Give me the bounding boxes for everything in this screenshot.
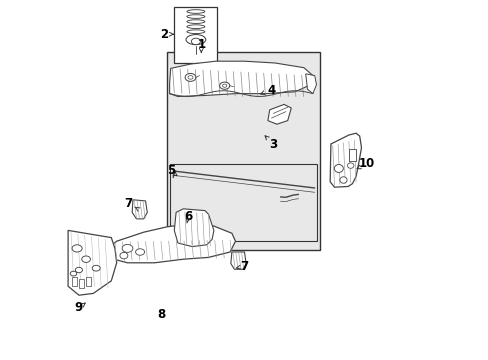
Text: 6: 6 bbox=[184, 210, 192, 222]
Polygon shape bbox=[174, 209, 213, 247]
Polygon shape bbox=[68, 230, 117, 295]
Text: 10: 10 bbox=[358, 157, 374, 170]
Ellipse shape bbox=[120, 252, 127, 259]
Ellipse shape bbox=[187, 76, 193, 79]
Ellipse shape bbox=[122, 244, 133, 252]
Ellipse shape bbox=[219, 82, 229, 89]
Text: 4: 4 bbox=[267, 84, 275, 96]
Text: 1: 1 bbox=[197, 39, 205, 51]
Text: 7: 7 bbox=[124, 197, 132, 210]
Ellipse shape bbox=[135, 249, 144, 255]
Bar bbox=[169, 164, 317, 241]
Ellipse shape bbox=[339, 177, 346, 183]
Polygon shape bbox=[169, 61, 312, 96]
Ellipse shape bbox=[222, 84, 226, 87]
Ellipse shape bbox=[186, 25, 204, 28]
Polygon shape bbox=[109, 223, 235, 263]
Bar bbox=[167, 52, 320, 250]
Ellipse shape bbox=[81, 256, 90, 262]
Ellipse shape bbox=[347, 163, 353, 168]
Polygon shape bbox=[267, 104, 291, 124]
Polygon shape bbox=[230, 252, 246, 269]
Polygon shape bbox=[132, 200, 147, 219]
Ellipse shape bbox=[185, 73, 196, 81]
Ellipse shape bbox=[72, 245, 82, 252]
Polygon shape bbox=[305, 74, 316, 94]
Text: 8: 8 bbox=[157, 309, 165, 321]
Bar bbox=[86, 277, 91, 286]
Ellipse shape bbox=[186, 10, 204, 13]
Ellipse shape bbox=[186, 30, 204, 33]
Bar bbox=[174, 7, 217, 63]
Bar bbox=[79, 279, 84, 288]
Polygon shape bbox=[329, 133, 361, 187]
Ellipse shape bbox=[75, 267, 82, 273]
Ellipse shape bbox=[185, 35, 205, 45]
Bar bbox=[348, 149, 355, 161]
Text: 9: 9 bbox=[75, 301, 83, 314]
Text: 2: 2 bbox=[160, 28, 167, 41]
Text: 7: 7 bbox=[240, 260, 248, 273]
Ellipse shape bbox=[191, 38, 200, 45]
Ellipse shape bbox=[186, 15, 204, 18]
Ellipse shape bbox=[186, 20, 204, 23]
Ellipse shape bbox=[92, 265, 100, 271]
Text: 3: 3 bbox=[269, 138, 277, 150]
Bar bbox=[72, 277, 77, 286]
Text: 5: 5 bbox=[166, 165, 175, 177]
Ellipse shape bbox=[334, 165, 343, 172]
Ellipse shape bbox=[70, 271, 77, 276]
